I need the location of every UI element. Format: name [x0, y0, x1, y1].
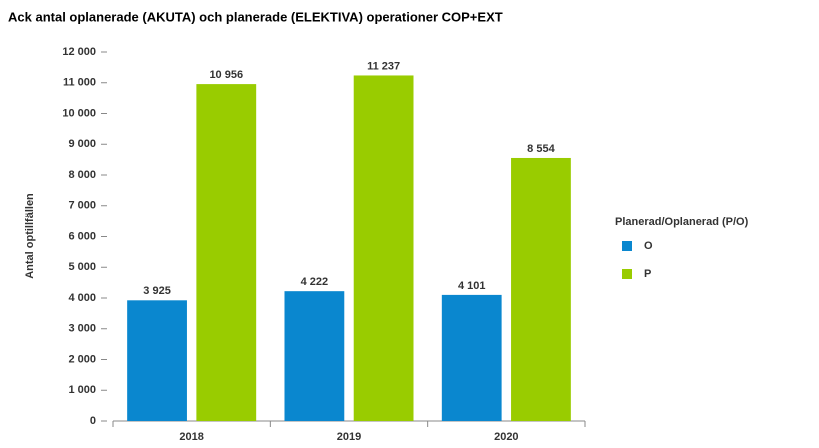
y-tick-label: 0	[90, 415, 96, 427]
y-tick-label: 6 000	[68, 230, 96, 242]
y-axis-label: Antal optillfällen	[24, 193, 36, 279]
y-tick-label: 4 000	[68, 292, 96, 304]
y-tick-label: 1 000	[68, 384, 96, 396]
legend-title: Planerad/Oplanerad (P/O)	[615, 216, 749, 228]
value-label: 4 101	[458, 280, 486, 292]
value-label: 11 237	[367, 60, 400, 72]
y-tick-label: 3 000	[68, 323, 96, 335]
legend-label: O	[644, 240, 653, 252]
bar	[196, 84, 257, 421]
y-tick-label: 8 000	[68, 169, 96, 181]
value-label: 10 956	[209, 69, 243, 81]
y-tick-label: 5 000	[68, 261, 96, 273]
legend-label: P	[644, 268, 651, 280]
y-tick-label: 12 000	[62, 46, 96, 58]
bar	[127, 300, 187, 421]
y-tick-label: 2 000	[68, 353, 96, 365]
value-label: 8 554	[527, 143, 555, 155]
legend-swatch	[622, 269, 632, 279]
x-tick-label: 2020	[494, 431, 518, 443]
value-label: 4 222	[301, 276, 329, 288]
y-tick-label: 7 000	[68, 200, 96, 212]
legend-swatch	[622, 241, 632, 251]
bar	[353, 75, 414, 421]
y-tick-label: 10 000	[62, 107, 96, 119]
x-tick-label: 2019	[337, 431, 361, 443]
bar	[441, 294, 502, 421]
bar	[284, 291, 345, 421]
y-tick-label: 9 000	[68, 138, 96, 150]
chart-title: Ack antal oplanerade (AKUTA) och planera…	[8, 9, 503, 24]
value-label: 3 925	[143, 285, 171, 297]
x-tick-label: 2018	[179, 431, 203, 443]
bar	[511, 157, 571, 422]
y-tick-label: 11 000	[63, 77, 96, 89]
